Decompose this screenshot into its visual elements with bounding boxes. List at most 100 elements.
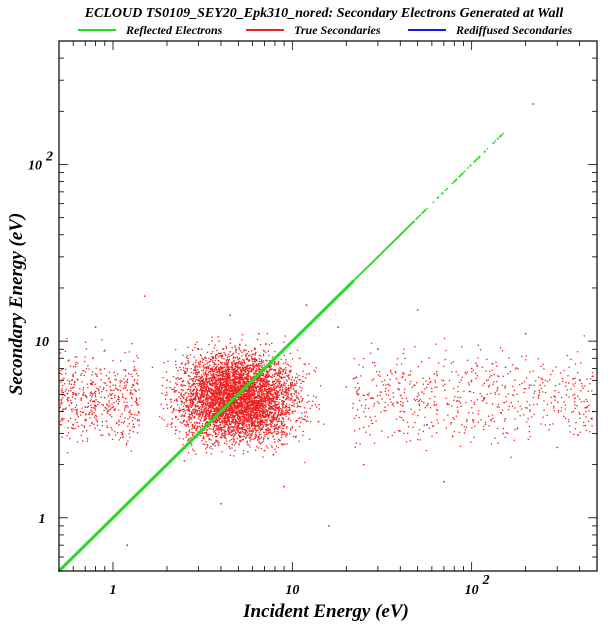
true-secondary-point [213, 442, 216, 445]
true-secondary-point [285, 389, 287, 391]
true-secondary-point [166, 403, 168, 406]
true-secondary-point [237, 358, 239, 361]
true-secondary-point [213, 425, 215, 427]
true-secondary-point [251, 430, 253, 433]
true-secondary-point [235, 441, 238, 443]
true-secondary-point [245, 349, 247, 351]
true-secondary-point [273, 380, 276, 383]
true-secondary-point [197, 361, 199, 363]
true-secondary-point [263, 364, 265, 366]
true-secondary-point [195, 427, 197, 430]
true-secondary-point [186, 396, 188, 398]
true-secondary-point [228, 417, 230, 420]
true-secondary-point [229, 431, 231, 433]
true-secondary-point [189, 391, 191, 393]
true-secondary-point [207, 407, 209, 409]
true-secondary-point [213, 368, 216, 371]
true-secondary-point [185, 425, 187, 428]
true-secondary-point [218, 399, 221, 401]
true-secondary-point [169, 386, 171, 389]
true-secondary-point [249, 419, 251, 421]
true-secondary-point [280, 431, 282, 433]
true-secondary-point [235, 422, 237, 425]
true-secondary-point [226, 372, 229, 374]
true-secondary-point [264, 393, 266, 395]
true-secondary-point [267, 371, 269, 374]
true-secondary-point [257, 368, 259, 371]
true-secondary-point [176, 400, 178, 402]
true-secondary-point [222, 397, 224, 400]
true-secondary-point [224, 432, 226, 434]
true-secondary-point [198, 380, 201, 382]
true-secondary-point [190, 444, 193, 446]
true-secondary-point [254, 412, 257, 415]
true-secondary-point [183, 424, 186, 426]
true-secondary-point [193, 366, 196, 368]
true-secondary-point [238, 416, 240, 418]
true-secondary-point [273, 404, 276, 406]
true-secondary-point [243, 423, 245, 426]
true-secondary-point [221, 363, 223, 366]
true-secondary-point [253, 409, 255, 412]
true-secondary-point [267, 394, 270, 397]
true-secondary-point [224, 354, 227, 357]
true-secondary-point [237, 352, 240, 355]
true-secondary-point [260, 398, 263, 401]
true-secondary-point [288, 397, 290, 399]
true-secondary-point [210, 452, 213, 455]
true-secondary-point [209, 373, 212, 375]
true-secondary-point [234, 433, 236, 436]
true-secondary-point [268, 398, 271, 400]
true-secondary-point [262, 413, 264, 415]
true-secondary-point [308, 363, 310, 365]
true-secondary-point [223, 352, 225, 354]
true-secondary-point [183, 419, 186, 422]
true-secondary-point [182, 421, 184, 423]
true-secondary-point [291, 412, 294, 415]
true-secondary-point [203, 382, 205, 385]
true-secondary-point [294, 429, 297, 431]
true-secondary-point [196, 405, 198, 408]
true-secondary-point [213, 420, 215, 423]
true-secondary-point [258, 433, 261, 436]
true-secondary-point [289, 352, 291, 355]
true-secondary-point [233, 388, 235, 390]
true-secondary-point [228, 355, 231, 358]
true-secondary-point [208, 361, 211, 363]
true-secondary-point [217, 363, 220, 365]
true-secondary-point [241, 409, 244, 411]
true-secondary-point [264, 385, 267, 387]
true-secondary-point [216, 426, 219, 428]
true-secondary-point [260, 360, 263, 362]
true-secondary-point [273, 425, 276, 428]
true-secondary-point [230, 416, 232, 419]
true-secondary-point [300, 382, 302, 385]
true-secondary-point [187, 451, 190, 454]
true-secondary-point [200, 380, 203, 383]
true-secondary-point [268, 354, 270, 357]
true-secondary-point [287, 393, 290, 396]
true-secondary-point [280, 377, 282, 380]
true-secondary-point [231, 380, 234, 382]
true-secondary-point [277, 431, 280, 433]
true-secondary-point [235, 361, 238, 364]
true-secondary-point [163, 419, 165, 421]
true-secondary-point [229, 314, 232, 317]
true-secondary-point [235, 389, 238, 391]
true-secondary-point [288, 408, 291, 411]
true-secondary-point [284, 376, 286, 379]
true-secondary-point [222, 389, 225, 391]
true-secondary-point [241, 364, 243, 367]
true-secondary-point [244, 383, 246, 386]
true-secondary-point [210, 378, 212, 380]
true-secondary-point [268, 403, 270, 405]
true-secondary-point [275, 372, 278, 374]
true-secondary-point [220, 415, 223, 418]
true-secondary-point [261, 364, 263, 367]
true-secondary-point [245, 433, 247, 436]
true-secondary-point [284, 433, 286, 436]
true-secondary-point [252, 394, 255, 396]
true-secondary-point [251, 398, 253, 401]
true-secondary-point [294, 410, 296, 412]
true-secondary-point [216, 349, 218, 352]
